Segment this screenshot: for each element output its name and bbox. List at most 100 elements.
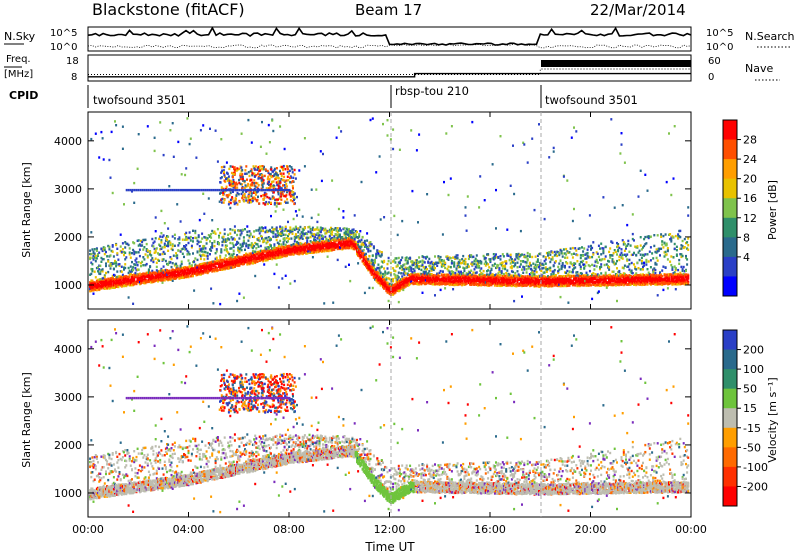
echo-cell [115, 243, 118, 247]
echo-cell [375, 171, 378, 174]
echo-cell [132, 276, 135, 279]
echo-cell [265, 236, 268, 240]
echo-cell [303, 165, 306, 168]
echo-cell [132, 282, 135, 285]
echo-cell [178, 236, 181, 239]
echo-cell [231, 257, 234, 261]
echo-cell [177, 271, 180, 275]
echo-cell [422, 256, 425, 259]
echo-cell [181, 272, 184, 275]
echo-cell [221, 244, 224, 247]
echo-cell [240, 262, 243, 265]
echo-cell [196, 242, 199, 246]
echo-cell [159, 273, 162, 276]
echo-cell [116, 276, 119, 279]
echo-cell [116, 278, 119, 282]
echo-cell [401, 275, 404, 278]
echo-cell [228, 238, 231, 241]
echo-cell [199, 254, 202, 258]
echo-cell [411, 271, 414, 274]
echo-cell [116, 253, 119, 256]
echo-cell [193, 270, 196, 273]
echo-cell [261, 257, 263, 261]
echo-cell [152, 241, 155, 245]
echo-cell [115, 282, 118, 285]
echo-cell [173, 244, 176, 247]
echo-cell [124, 251, 127, 254]
echo-cell [160, 209, 163, 213]
echo-cell [230, 253, 233, 256]
echo-cell [336, 227, 339, 230]
echo-cell [111, 286, 114, 289]
echo-cell [228, 261, 231, 264]
echo-cell [199, 268, 202, 272]
echo-cell [160, 247, 163, 250]
echo-cell [238, 250, 241, 253]
echo-cell [225, 266, 228, 270]
echo-cell [334, 227, 337, 230]
echo-cell [205, 254, 208, 258]
echo-cell [142, 279, 145, 282]
echo-cell [134, 263, 137, 267]
echo-cell [133, 250, 136, 253]
echo-cell [294, 177, 297, 180]
echo-cell [175, 255, 178, 258]
echo-cell [237, 229, 240, 232]
nave-tick-low: 0 [708, 72, 714, 83]
echo-cell [225, 260, 228, 263]
echo-cell [504, 267, 507, 271]
echo-cell [178, 272, 181, 275]
echo-cell [292, 217, 295, 221]
echo-cell [99, 284, 102, 288]
echo-cell [210, 266, 213, 269]
echo-cell [291, 232, 294, 235]
echo-cell [196, 258, 199, 262]
echo-cell [464, 206, 467, 209]
echo-cell [134, 273, 137, 276]
echo-cell [266, 257, 269, 260]
echo-cell [221, 261, 224, 264]
echo-cell [394, 261, 397, 264]
echo-cell [322, 237, 324, 240]
nave-label: Nave [745, 62, 773, 75]
echo-cell [357, 243, 360, 246]
echo-cell [100, 256, 103, 260]
echo-cell [229, 257, 232, 260]
echo-cell [393, 214, 396, 218]
echo-cell [242, 236, 245, 239]
echo-cell [259, 234, 262, 238]
echo-cell [172, 155, 175, 158]
echo-cell [186, 238, 189, 241]
echo-cell [441, 270, 444, 273]
echo-cell [172, 271, 175, 274]
echo-cell [229, 206, 232, 210]
echo-cell [392, 280, 395, 283]
echo-cell [136, 275, 139, 278]
echo-cell [163, 279, 166, 282]
echo-cell [112, 278, 115, 281]
echo-cell [363, 291, 366, 295]
echo-cell [137, 251, 140, 254]
echo-cell [199, 257, 202, 261]
echo-cell [423, 261, 426, 264]
echo-cell [114, 274, 116, 277]
echo-cell [193, 289, 196, 292]
echo-cell [235, 259, 237, 262]
echo-cell [398, 148, 401, 151]
echo-cell [249, 252, 252, 255]
echo-cell [210, 267, 213, 271]
echo-cell [167, 249, 170, 252]
echo-cell [445, 277, 448, 281]
echo-cell [138, 282, 141, 286]
echo-cell [272, 232, 275, 235]
echo-cell [93, 248, 96, 251]
echo-cell [189, 271, 192, 275]
echo-cell [106, 283, 109, 286]
echo-cell [212, 267, 215, 270]
echo-cell [261, 226, 263, 229]
echo-cell [233, 255, 236, 259]
echo-cell [491, 163, 494, 166]
echo-cell [396, 263, 399, 267]
echo-cell [90, 231, 93, 234]
echo-cell [262, 259, 265, 263]
